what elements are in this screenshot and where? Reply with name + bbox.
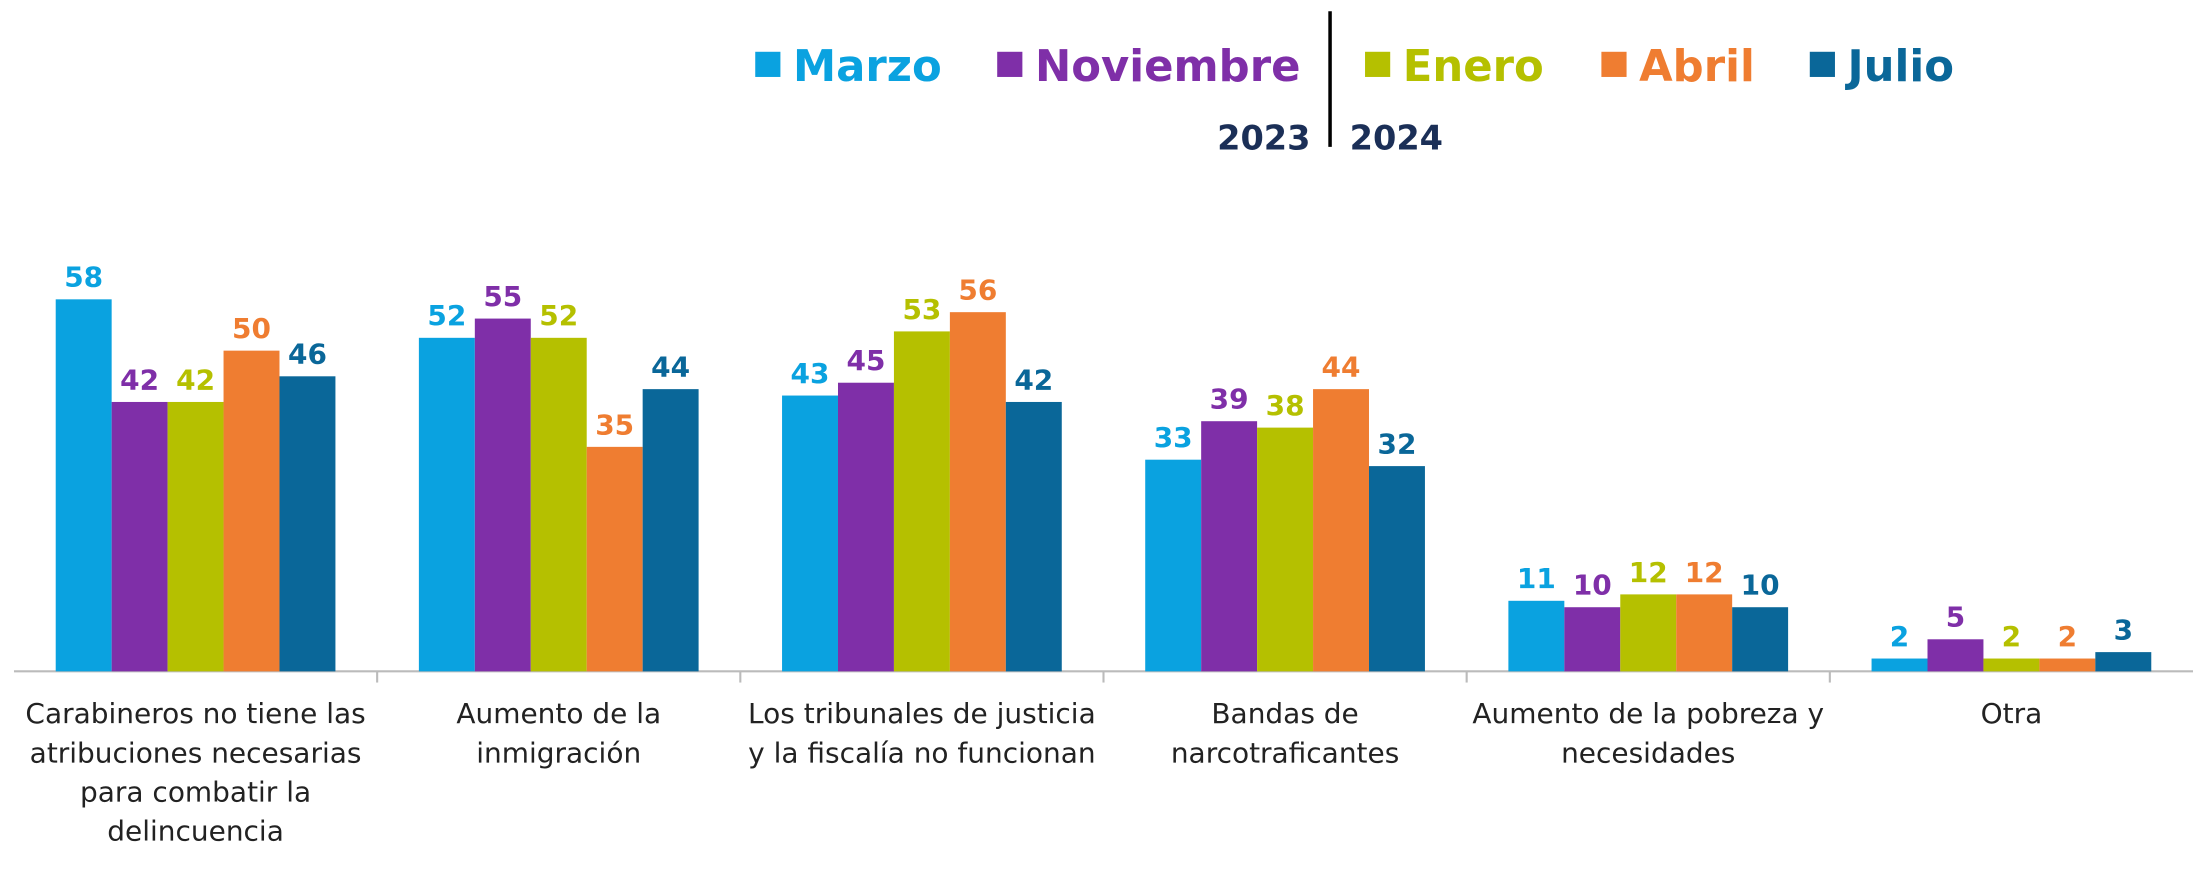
legend-swatch bbox=[997, 51, 1023, 77]
data-label: 12 bbox=[1685, 556, 1724, 589]
data-label: 33 bbox=[1154, 421, 1193, 454]
bar bbox=[642, 389, 699, 672]
legend-label: Marzo bbox=[793, 42, 942, 92]
data-label: 43 bbox=[791, 357, 830, 390]
x-tick-label-box: Otra bbox=[1980, 696, 2043, 731]
bar bbox=[1145, 459, 1202, 672]
bar bbox=[1620, 594, 1677, 672]
legend-label: Noviembre bbox=[1035, 42, 1301, 92]
data-label: 53 bbox=[902, 293, 941, 326]
data-label: 11 bbox=[1517, 562, 1556, 595]
data-label: 45 bbox=[847, 344, 886, 377]
x-tick-label-box: Aumento de la pobreza y necesidades bbox=[1472, 696, 1825, 770]
data-label: 46 bbox=[288, 338, 327, 371]
bar bbox=[1005, 401, 1062, 672]
legend-label: Julio bbox=[1845, 42, 1954, 92]
bar bbox=[949, 312, 1006, 672]
data-label: 42 bbox=[176, 363, 215, 396]
x-tick-label-box: Carabineros no tiene las atribuciones ne… bbox=[25, 696, 366, 848]
bar bbox=[55, 299, 112, 672]
bar bbox=[1201, 421, 1258, 672]
bar bbox=[1508, 600, 1565, 672]
bar bbox=[893, 331, 950, 672]
bar bbox=[2039, 658, 2096, 672]
x-tick-label-box: Los tribunales de justicia y la fiscalía… bbox=[748, 696, 1096, 770]
legend-swatch bbox=[755, 51, 781, 77]
data-label: 39 bbox=[1210, 383, 1249, 416]
data-label: 44 bbox=[1322, 351, 1361, 384]
x-tick-label-box: Bandas de narcotraficantes bbox=[1170, 696, 1400, 770]
data-label: 50 bbox=[232, 312, 271, 345]
bar bbox=[474, 318, 531, 672]
data-label: 2 bbox=[2002, 620, 2021, 653]
data-label: 3 bbox=[2114, 614, 2133, 647]
legend-label: Enero bbox=[1403, 42, 1544, 92]
bar bbox=[586, 446, 643, 672]
bar bbox=[2095, 652, 2152, 672]
data-label: 10 bbox=[1741, 569, 1780, 602]
bar bbox=[279, 376, 336, 672]
bar bbox=[1564, 607, 1621, 672]
bar bbox=[837, 382, 894, 672]
data-label: 5 bbox=[1946, 601, 1965, 634]
data-label: 10 bbox=[1573, 569, 1612, 602]
legend-swatch bbox=[1365, 51, 1391, 77]
x-tick-label: Aumento de la inmigración bbox=[456, 696, 662, 770]
legend-swatch bbox=[1809, 51, 1835, 77]
x-tick-label: Aumento de la pobreza y necesidades bbox=[1472, 696, 1825, 770]
bar bbox=[1257, 427, 1314, 672]
data-label: 2 bbox=[1890, 620, 1909, 653]
legend-label: Abril bbox=[1639, 42, 1755, 92]
data-label: 52 bbox=[539, 299, 578, 332]
x-tick-label: Carabineros no tiene las atribuciones ne… bbox=[25, 696, 366, 848]
bar bbox=[1732, 607, 1789, 672]
data-label: 12 bbox=[1629, 556, 1668, 589]
year-label: 2023 bbox=[1217, 119, 1310, 158]
data-label: 55 bbox=[483, 280, 522, 313]
data-label: 44 bbox=[651, 351, 690, 384]
x-tick-label: Otra bbox=[1980, 696, 2043, 731]
data-label: 56 bbox=[958, 274, 997, 307]
x-tick-label: Los tribunales de justicia y la fiscalía… bbox=[748, 696, 1096, 770]
data-label: 32 bbox=[1378, 428, 1417, 461]
data-label: 42 bbox=[1014, 363, 1053, 396]
data-label: 2 bbox=[2058, 620, 2077, 653]
bar bbox=[1871, 658, 1928, 672]
x-tick-label: Bandas de narcotraficantes bbox=[1170, 696, 1400, 770]
bar bbox=[1313, 389, 1369, 672]
bar bbox=[167, 401, 224, 672]
bar bbox=[530, 337, 587, 672]
bar bbox=[418, 337, 475, 672]
data-label: 38 bbox=[1266, 389, 1305, 422]
data-label: 42 bbox=[120, 363, 159, 396]
bar bbox=[1983, 658, 2040, 672]
data-label: 35 bbox=[595, 408, 634, 441]
bar bbox=[111, 401, 168, 672]
bar bbox=[1676, 594, 1733, 672]
bar bbox=[782, 395, 838, 672]
legend-swatch bbox=[1601, 51, 1627, 77]
year-label: 2024 bbox=[1350, 119, 1443, 158]
bar bbox=[1368, 466, 1425, 672]
bar bbox=[1927, 639, 1984, 672]
data-label: 58 bbox=[64, 261, 103, 294]
x-tick-label-box: Aumento de la inmigración bbox=[456, 696, 662, 770]
bar bbox=[223, 350, 280, 672]
data-label: 52 bbox=[427, 299, 466, 332]
